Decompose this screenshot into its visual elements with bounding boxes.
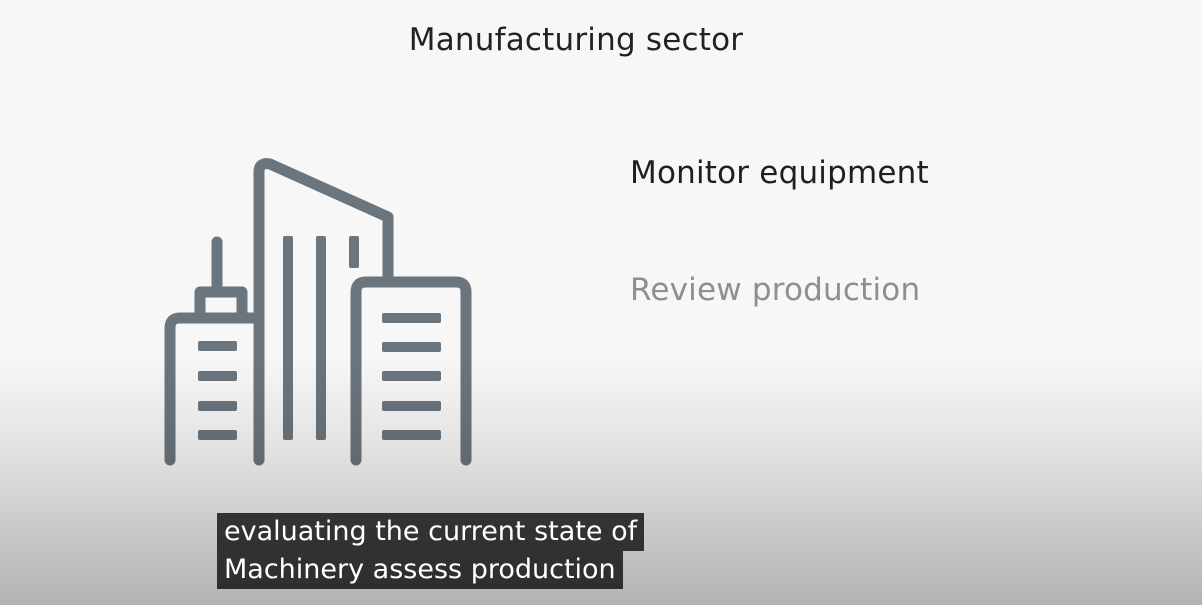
bullet-monitor-equipment: Monitor equipment [630, 155, 929, 191]
caption-window[interactable]: evaluating the current state of Machiner… [217, 513, 645, 589]
caption-line-1: evaluating the current state of [217, 513, 645, 551]
bullet-review-production: Review production [630, 272, 921, 308]
slide-title: Manufacturing sector [408, 22, 744, 58]
caption-line-2: Machinery assess production [217, 551, 623, 589]
building-icon [164, 158, 472, 466]
